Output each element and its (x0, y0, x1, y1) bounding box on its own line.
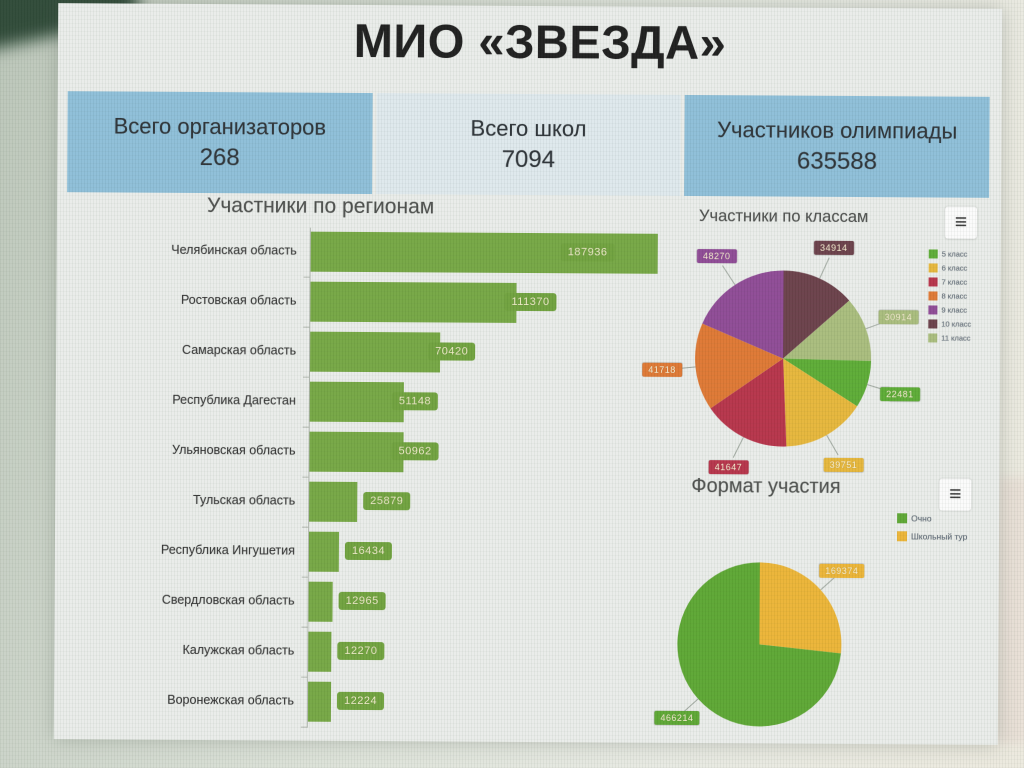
pie-slice-5 класс[interactable] (783, 358, 872, 407)
bar-Ульяновская область[interactable] (309, 431, 404, 473)
pie-slice-Очно[interactable] (677, 562, 842, 727)
legend-item-Очно[interactable]: Очно (897, 513, 967, 523)
kpi-row: Всего организаторов 268 Всего школ 7094 … (67, 91, 990, 198)
bar-category-label: Республика Дагестан (172, 392, 296, 408)
bar-Республика Ингушетия[interactable] (308, 531, 340, 572)
bar-Воронежская область[interactable] (307, 681, 332, 722)
classes-pie-title: Участники по классам (698, 207, 869, 227)
bar-category-label: Челябинская область (171, 242, 297, 258)
legend-swatch (897, 513, 908, 524)
format-pie-title: Формат участия (691, 474, 841, 498)
pie-value-label: 48270 (696, 249, 737, 264)
bar-category-label: Калужская область (182, 642, 295, 658)
pie-value-label: 169374 (819, 563, 865, 579)
legend-label: Школьный тур (910, 531, 968, 542)
bar-value-label: 50962 (391, 442, 439, 461)
bar-row: Свердловская область 12965 (86, 576, 672, 630)
bar-category-label: Тульская область (192, 492, 296, 508)
pie-slice-7 класс[interactable] (710, 358, 787, 447)
bar-Ростовская область[interactable] (310, 281, 517, 323)
kpi-label: Всего организаторов (113, 113, 327, 141)
bar-Республика Дагестан[interactable] (309, 381, 404, 423)
format-pie-chart: 169374 466214 (614, 542, 959, 746)
pie-slice-9 класс[interactable] (702, 270, 784, 359)
bar-Калужская область[interactable] (308, 631, 332, 672)
pie-value-label: 41718 (642, 362, 682, 377)
page-title: МИО «ЗВЕЗДА» (353, 13, 727, 70)
bar-value-label: 16434 (344, 541, 393, 561)
dashboard-slide: МИО «ЗВЕЗДА» Всего организаторов 268 Все… (53, 3, 1003, 746)
pie-callout-line (732, 436, 744, 458)
pie-slice-Школьный тур[interactable] (759, 562, 842, 654)
bar-value-label: 12224 (336, 691, 385, 711)
legend-label: Очно (911, 513, 932, 524)
kpi-value: 635588 (796, 147, 878, 175)
kpi-card-0: Всего организаторов 268 (67, 91, 373, 195)
bar-value-label: 51148 (391, 392, 439, 411)
bar-row: Челябинская область 187936 (89, 226, 675, 280)
kpi-card-2: Участников олимпиады 635588 (684, 94, 990, 198)
bar-row: Республика Ингушетия 16434 (87, 526, 673, 580)
bar-row: Ростовская область 111370 (88, 276, 674, 330)
bar-value-label: 187936 (560, 243, 615, 262)
bar-category-label: Самарская область (182, 342, 297, 358)
kpi-label: Участников олимпиады (716, 117, 958, 144)
bar-category-label: Воронежская область (167, 692, 295, 708)
pie-callout-line (826, 434, 839, 456)
pie-value-label: 466214 (654, 710, 700, 726)
bar-category-label: Ульяновская область (171, 442, 296, 458)
legend-swatch (896, 531, 908, 542)
pie-callout-line (819, 257, 830, 279)
photo-edge-tint (998, 478, 1024, 744)
bar-Самарская область[interactable] (310, 331, 441, 373)
pie-value-label: 34914 (813, 240, 854, 255)
bar-category-label: Свердловская область (161, 592, 295, 608)
pie-slice-8 класс[interactable] (695, 323, 784, 409)
bar-value-label: 70420 (428, 342, 476, 361)
bar-row: Калужская область 12270 (86, 626, 672, 680)
legend-item-Школьный тур[interactable]: Школьный тур (896, 531, 968, 542)
pie-slice-6 класс[interactable] (783, 358, 858, 447)
pie-value-label: 22481 (880, 387, 920, 402)
bar-value-label: 111370 (504, 292, 557, 312)
bar-chart-title: Участники по регионам (206, 194, 435, 219)
pie-value-label: 30914 (878, 310, 919, 325)
pie-callout-line (722, 265, 736, 286)
pie-slice-11 класс[interactable] (783, 300, 872, 361)
bar-category-label: Республика Ингушетия (160, 542, 295, 558)
menu-icon[interactable]: ≡ (939, 478, 972, 511)
bar-category-label: Ростовская область (180, 292, 297, 308)
kpi-label: Всего школ (470, 115, 587, 142)
pie-value-label: 41647 (708, 460, 749, 475)
bar-row: Республика Дагестан 51148 (88, 376, 674, 430)
kpi-value: 268 (199, 143, 240, 171)
bar-Свердловская область[interactable] (308, 581, 333, 622)
menu-icon[interactable]: ≡ (944, 206, 978, 239)
bar-row: Ульяновская область 50962 (87, 426, 673, 480)
bar-row: Самарская область 70420 (88, 326, 674, 380)
bar-row: Тульская область 25879 (87, 476, 673, 530)
pie-value-label: 39751 (823, 457, 864, 473)
bar-value-label: 25879 (363, 491, 411, 511)
kpi-card-1: Всего школ 7094 (375, 93, 682, 196)
bar-Тульская область[interactable] (309, 481, 358, 522)
bar-value-label: 12965 (338, 591, 386, 611)
pie-slice-10 класс[interactable] (783, 270, 850, 359)
classes-pie-chart: 34914 30914 22481 39751 41647 41718 48270 (615, 235, 961, 499)
bar-value-label: 12270 (337, 641, 385, 661)
pie-callout-line (684, 698, 699, 712)
kpi-value: 7094 (501, 145, 556, 173)
bar-row: Воронежская область 12224 (86, 676, 672, 730)
bar-chart: Челябинская область 187936 Ростовская обла… (86, 226, 675, 730)
pie-callout-line (820, 577, 835, 591)
